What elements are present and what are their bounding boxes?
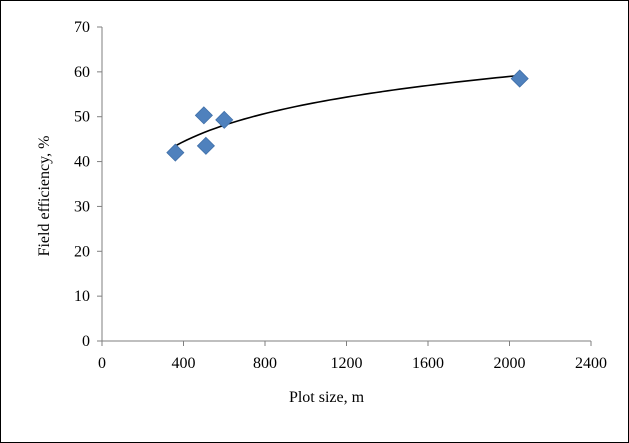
x-tick-label: 800: [253, 355, 277, 372]
y-tick-label: 20: [74, 243, 90, 260]
trendline-group: [174, 74, 520, 147]
axes: [97, 26, 592, 346]
y-axis-label: Field efficiency, %: [36, 136, 53, 257]
x-tick-label: 1200: [331, 355, 363, 372]
data-point-diamond: [196, 136, 215, 155]
tick-labels: 0 10 20 30 40 50 60 70 0 400 800 1200 1600 2000 2400: [74, 19, 607, 372]
y-tick-label: 0: [82, 333, 90, 350]
data-point-diamond: [166, 143, 185, 162]
x-tick-label: 400: [172, 355, 196, 372]
y-tick-label: 30: [74, 198, 90, 215]
data-point-diamond: [194, 106, 213, 125]
y-tick-label: 10: [74, 288, 90, 305]
data-point-diamond: [510, 69, 529, 88]
data-points: [166, 69, 529, 162]
x-tick-label: 2000: [494, 355, 526, 372]
y-tick-label: 60: [74, 64, 90, 81]
y-tick-label: 50: [74, 109, 90, 126]
y-tick-label: 40: [74, 154, 90, 171]
data-point-diamond: [215, 110, 234, 129]
x-tick-label: 0: [98, 355, 106, 372]
x-tick-label: 2400: [575, 355, 607, 372]
x-axis-label: Plot size, m: [289, 389, 365, 406]
y-tick-label: 70: [74, 19, 90, 36]
trendline: [174, 74, 520, 147]
x-tick-label: 1600: [412, 355, 444, 372]
